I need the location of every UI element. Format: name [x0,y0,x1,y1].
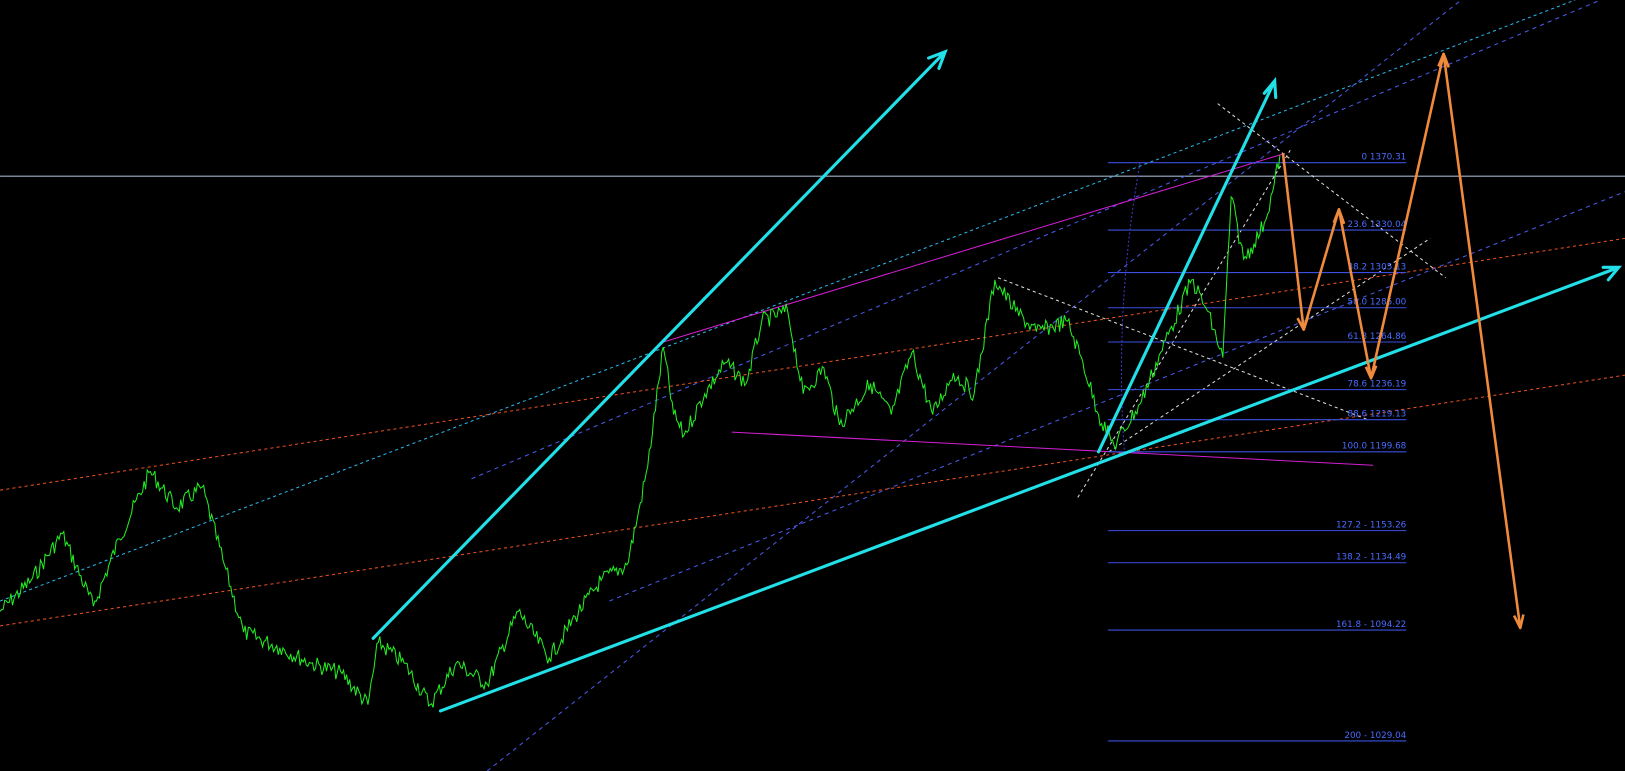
channel-line [609,191,1625,602]
channel-line [0,0,1576,602]
arrow [371,49,948,640]
fib-level-label: 78.6 1236.19 [1348,380,1407,390]
arrow [1096,76,1278,454]
fib-level-label: 23.6 1330.04 [1348,220,1407,230]
price-series [0,155,1281,708]
fib-level-label: 161.8 - 1094.22 [1336,620,1406,630]
cyan-arrows [371,49,1623,713]
fib-level-label: 100.0 1199.68 [1342,442,1406,452]
fibonacci-levels: 0 1370.31 23.6 1330.04 38.2 1305.13 50.0 12… [1107,153,1407,742]
channel-line [663,152,1286,343]
channel-line [731,431,1374,466]
fib-level-label: 127.2 - 1153.26 [1336,520,1407,530]
channel-line [471,0,1602,480]
projection [1281,52,1525,630]
channel-line [997,277,1369,421]
fib-level-label: 88.6 1219.13 [1348,410,1407,420]
arrow-heads [1296,52,1525,630]
fib-level-label: 50.0 1285.00 [1348,298,1407,308]
fib-level-label: 38.2 1305.13 [1348,262,1407,272]
channel-line [0,237,1625,491]
fib-level-label: 0 1370.31 [1362,153,1407,163]
channel-line [1108,237,1431,453]
channel-line [0,374,1625,627]
fib-arc [1120,162,1141,452]
fib-level-label: 200 - 1029.04 [1344,731,1406,741]
fib-level-label: 138.2 - 1134.49 [1336,553,1406,563]
fib-level-label: 61.8 1264.86 [1348,332,1407,342]
channel-line [1217,103,1446,279]
projection-path [1281,52,1522,629]
arrow [438,265,1623,713]
